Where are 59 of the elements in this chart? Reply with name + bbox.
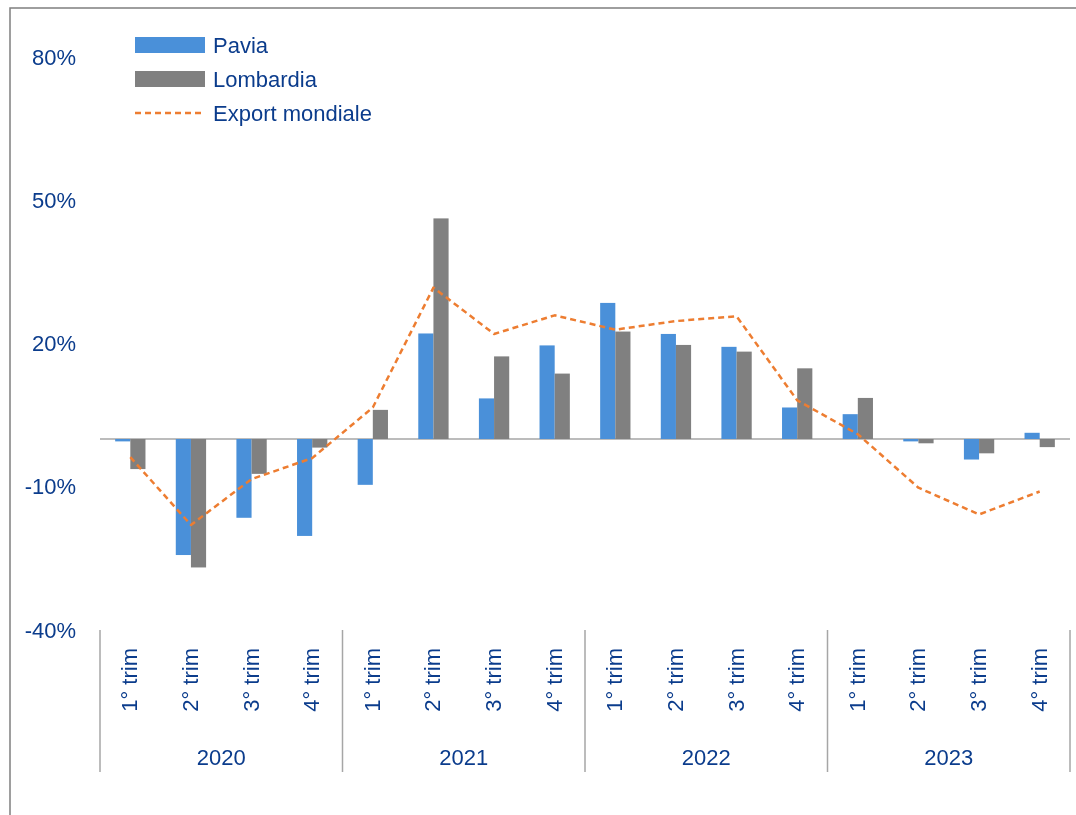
legend-label: Pavia xyxy=(213,33,269,58)
x-tick-label: 3° trim xyxy=(966,648,992,712)
x-tick-label: 4° trim xyxy=(1026,648,1052,712)
x-tick-label: 2° trim xyxy=(905,648,931,712)
bar xyxy=(600,302,616,439)
bar xyxy=(842,414,858,439)
y-tick-label: 50% xyxy=(31,187,76,213)
bar xyxy=(721,346,737,439)
x-tick-label: 3° trim xyxy=(238,648,264,712)
bar xyxy=(857,397,873,439)
bar xyxy=(539,345,555,439)
x-tick-label: 2° trim xyxy=(420,648,446,712)
x-tick-label: 1° trim xyxy=(602,648,628,712)
text: 2021 xyxy=(439,745,489,770)
bar xyxy=(918,439,934,444)
bar xyxy=(1024,432,1040,439)
x-tick-label: 3° trim xyxy=(481,648,507,712)
bar xyxy=(357,439,373,485)
text: 2022 xyxy=(681,745,731,770)
bar xyxy=(494,356,510,439)
x-tick-label: 4° trim xyxy=(784,648,810,712)
x-tick-label: 4° trim xyxy=(299,648,325,712)
bar xyxy=(236,439,252,518)
x-tick-label: 1° trim xyxy=(117,648,143,712)
bar xyxy=(312,439,328,448)
x-tick-label: 3° trim xyxy=(723,648,749,712)
text: 2023 xyxy=(924,745,974,770)
bar xyxy=(736,351,752,439)
bar xyxy=(979,439,995,454)
bar xyxy=(963,439,980,460)
x-tick-label: 4° trim xyxy=(541,648,567,712)
bar xyxy=(433,218,449,439)
bar xyxy=(554,373,570,439)
y-tick-label: 20% xyxy=(31,331,76,357)
text: 2020 xyxy=(196,745,246,770)
y-tick-label: -40% xyxy=(24,617,76,643)
legend-label: Export mondiale xyxy=(213,101,372,126)
bar xyxy=(418,333,434,439)
line-series xyxy=(129,286,1041,527)
bar xyxy=(615,331,631,439)
bar xyxy=(297,439,313,536)
legend-label: Lombardia xyxy=(213,67,318,92)
bar xyxy=(251,439,267,474)
y-tick-label: 80% xyxy=(31,44,76,70)
bar xyxy=(675,344,692,439)
bar xyxy=(130,439,146,470)
bar xyxy=(372,409,388,439)
bar xyxy=(175,439,191,556)
bar xyxy=(660,333,676,439)
bar xyxy=(797,368,813,439)
bar xyxy=(782,407,798,439)
bar xyxy=(478,398,495,439)
x-tick-label: 1° trim xyxy=(844,648,870,712)
x-tick-label: 2° trim xyxy=(662,648,688,712)
x-tick-label: 2° trim xyxy=(177,648,203,712)
bar xyxy=(190,439,207,568)
y-tick-label: -10% xyxy=(24,474,76,500)
bar xyxy=(1039,439,1055,448)
x-tick-label: 1° trim xyxy=(359,648,385,712)
